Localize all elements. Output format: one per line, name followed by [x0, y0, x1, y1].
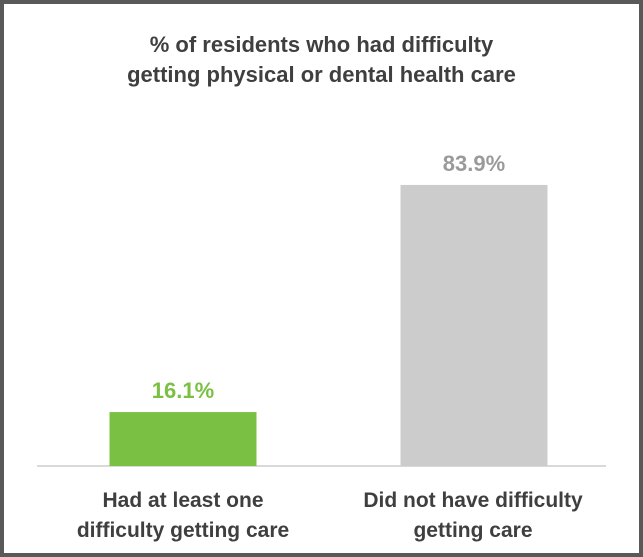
chart-title: % of residents who had difficulty gettin…: [0, 30, 643, 90]
chart-title-line-2: getting physical or dental health care: [127, 62, 516, 87]
category-label-line: getting care: [413, 519, 533, 542]
data-label-no-difficulty: 83.9%: [443, 151, 505, 176]
category-label-line: Had at least one: [102, 489, 264, 512]
category-label-line: Did not have difficulty: [363, 489, 583, 512]
bar-no-difficulty: [400, 184, 548, 466]
category-label-had-difficulty: Had at least one difficulty getting care: [38, 486, 328, 546]
chart-title-line-1: % of residents who had difficulty: [149, 32, 494, 57]
category-label-line: difficulty getting care: [76, 519, 290, 542]
bar-had-difficulty: [109, 412, 257, 466]
data-label-had-difficulty: 16.1%: [152, 378, 214, 403]
category-label-no-difficulty: Did not have difficulty getting care: [328, 486, 618, 546]
